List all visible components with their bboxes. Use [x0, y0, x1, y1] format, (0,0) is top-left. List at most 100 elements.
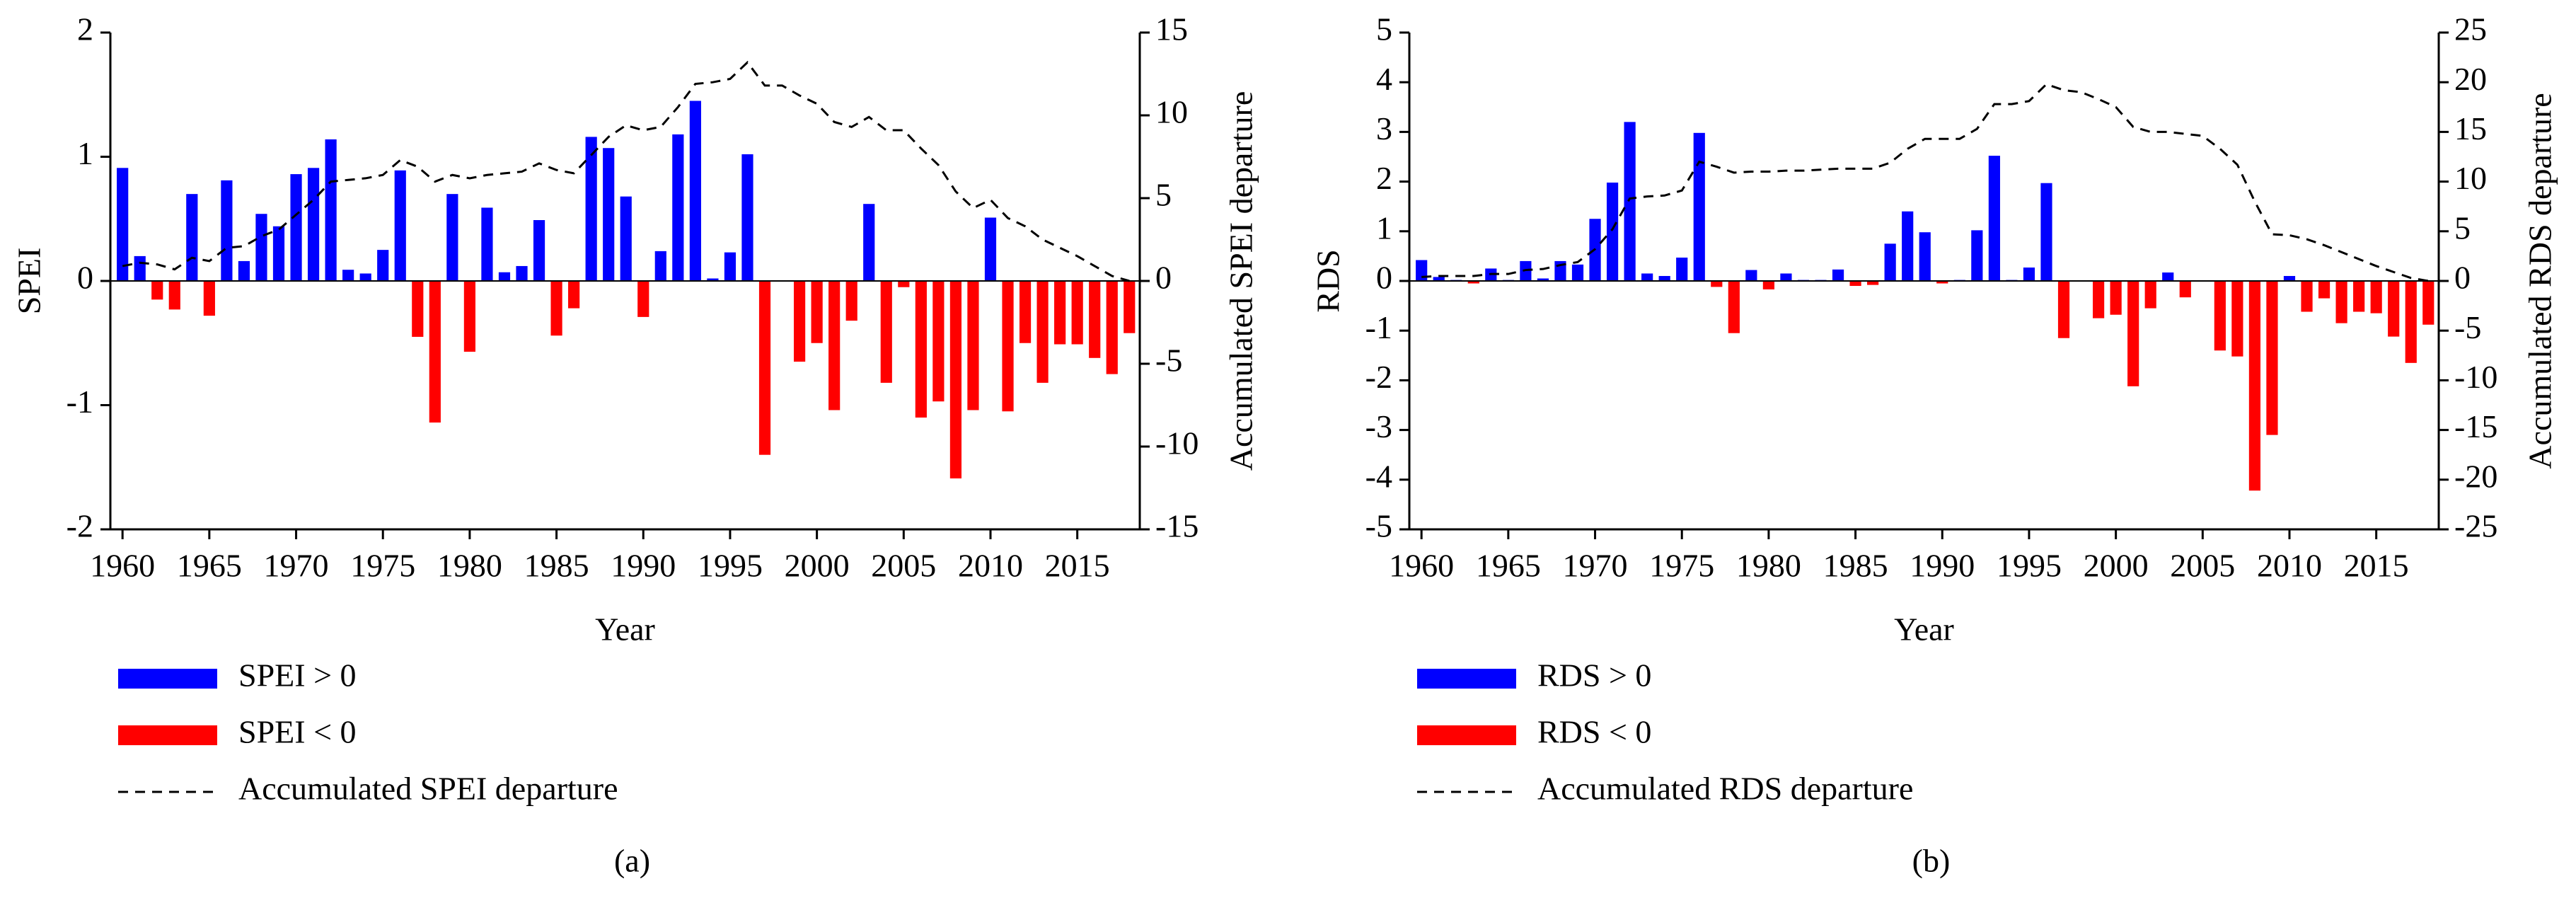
- y-tick-label: 3: [1376, 110, 1392, 146]
- bar: [2144, 281, 2156, 309]
- bar: [967, 281, 979, 410]
- bar: [1728, 281, 1740, 333]
- bar: [585, 137, 597, 281]
- x-tick-label: 1970: [264, 548, 329, 584]
- x-tick-label: 2015: [2344, 548, 2409, 584]
- bar: [2370, 281, 2382, 314]
- bar: [1780, 273, 1792, 281]
- bar: [2266, 281, 2278, 435]
- x-tick-label: 1990: [1910, 548, 1975, 584]
- x-tick-label: 1995: [1997, 548, 2062, 584]
- bar: [1693, 132, 1705, 281]
- y2-tick-label: -5: [2454, 309, 2481, 345]
- bar: [1002, 281, 1014, 412]
- bar: [1537, 278, 1549, 281]
- bar: [359, 273, 371, 281]
- bar: [1988, 156, 2000, 281]
- bar: [1849, 281, 1861, 287]
- legend-label: SPEI < 0: [238, 714, 357, 750]
- bar: [1936, 281, 1948, 284]
- x-tick-label: 1965: [177, 548, 242, 584]
- bar: [290, 174, 302, 281]
- x-tick-label: 1975: [350, 548, 415, 584]
- y2-tick-label: 15: [1155, 11, 1188, 47]
- bar: [637, 281, 649, 317]
- bar: [498, 272, 511, 281]
- x-tick-label: 2010: [2257, 548, 2322, 584]
- bar: [1902, 211, 1914, 281]
- bar: [342, 270, 354, 281]
- bar: [1433, 277, 1445, 281]
- bar: [151, 281, 163, 300]
- bar: [255, 214, 267, 281]
- x-tick-label: 2000: [785, 548, 850, 584]
- bar: [984, 217, 997, 281]
- bar: [915, 281, 927, 418]
- y2-tick-label: 0: [2454, 260, 2471, 296]
- y2-tick-label: 0: [1155, 260, 1172, 296]
- accumulated-line: [1421, 83, 2429, 282]
- bar: [1054, 281, 1066, 345]
- y2-tick-label: -15: [1155, 508, 1199, 544]
- legend-swatch: [118, 725, 217, 745]
- bar: [1919, 232, 1931, 281]
- legend-label: Accumulated SPEI departure: [238, 771, 618, 807]
- y2-tick-label: 5: [1155, 177, 1172, 213]
- bar: [2040, 183, 2052, 281]
- bar: [117, 168, 129, 281]
- bar: [2422, 281, 2435, 325]
- bar: [793, 281, 806, 362]
- bar: [2127, 281, 2139, 386]
- bar: [880, 281, 892, 383]
- bar: [672, 134, 684, 281]
- x-axis-label: Year: [595, 611, 655, 648]
- x-tick-label: 1970: [1563, 548, 1628, 584]
- y-tick-label: -3: [1365, 408, 1392, 444]
- bar: [394, 170, 406, 281]
- bar: [689, 100, 701, 281]
- y2-tick-label: -10: [2454, 359, 2497, 395]
- bar: [932, 281, 945, 402]
- y2-tick-label: -25: [2454, 508, 2497, 544]
- legend-swatch: [1417, 669, 1516, 689]
- caption: (a): [614, 843, 650, 879]
- bar: [221, 180, 233, 281]
- bar: [1019, 281, 1032, 343]
- bar: [429, 281, 441, 423]
- bar: [845, 281, 857, 321]
- x-tick-label: 1995: [698, 548, 763, 584]
- x-tick-label: 1960: [90, 548, 155, 584]
- bar: [1606, 183, 1619, 281]
- chart-panel: -5-4-3-2-1012345-25-20-15-10-50510152025…: [1310, 11, 2558, 879]
- y2-tick-label: 25: [2454, 11, 2487, 47]
- y2-tick-label: -5: [1155, 343, 1182, 379]
- y2-tick-label: -20: [2454, 458, 2497, 494]
- y2-tick-label: 5: [2454, 209, 2471, 246]
- bar: [325, 139, 337, 281]
- y2-tick-label: -15: [2454, 408, 2497, 444]
- bar: [238, 260, 250, 281]
- x-axis-label: Year: [1894, 611, 1954, 648]
- bar: [2057, 281, 2070, 338]
- bar: [481, 207, 493, 281]
- bar: [2214, 281, 2226, 351]
- x-tick-label: 1985: [524, 548, 589, 584]
- x-tick-label: 2005: [2170, 548, 2235, 584]
- bar: [811, 281, 823, 343]
- x-tick-label: 2005: [871, 548, 936, 584]
- y-tick-label: 5: [1376, 11, 1392, 47]
- bar: [949, 281, 962, 479]
- bar: [2162, 272, 2174, 281]
- x-tick-label: 1980: [437, 548, 502, 584]
- x-tick-label: 2010: [958, 548, 1023, 584]
- bar: [2179, 281, 2191, 298]
- bar: [1884, 243, 1896, 281]
- x-tick-label: 2015: [1045, 548, 1110, 584]
- bar: [1124, 281, 1136, 333]
- bar: [1676, 258, 1688, 281]
- bar: [1641, 273, 1653, 281]
- y-tick-label: 2: [1376, 160, 1392, 196]
- bar: [568, 281, 580, 309]
- bar: [2335, 281, 2347, 323]
